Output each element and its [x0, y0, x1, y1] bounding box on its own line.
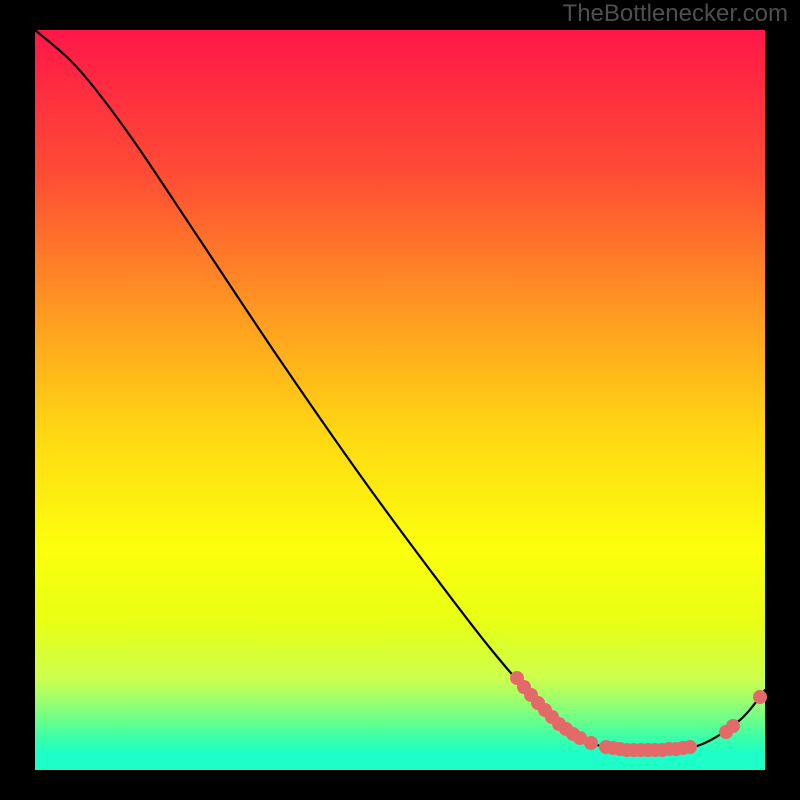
bottleneck-curve-plot	[0, 0, 800, 800]
curve-marker	[584, 736, 598, 750]
curve-marker	[753, 690, 767, 704]
plot-background-gradient	[35, 30, 765, 770]
curve-marker	[726, 719, 740, 733]
figure: TheBottlenecker.com	[0, 0, 800, 800]
curve-marker	[683, 740, 697, 754]
